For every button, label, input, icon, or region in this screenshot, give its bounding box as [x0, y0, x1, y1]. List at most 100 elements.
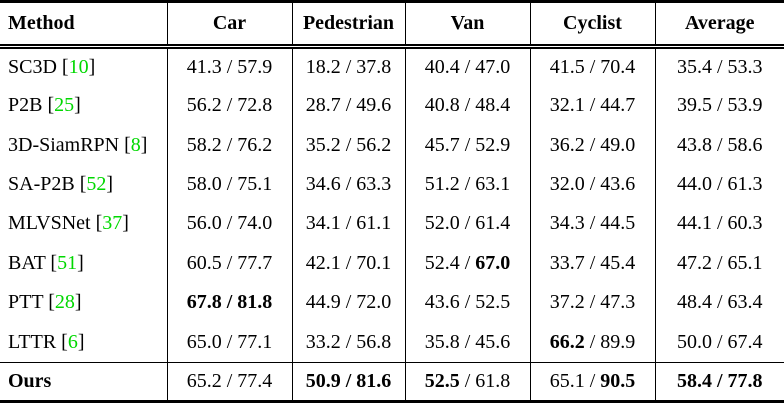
success-value: 34.1 — [305, 212, 341, 235]
success-value: 36.2 — [549, 133, 585, 156]
success-value: 65.0 — [186, 330, 222, 353]
value-cell: 60.5 / 77.7 — [166, 243, 292, 284]
citation-link[interactable]: 52 — [86, 173, 107, 196]
precision-value: 37.8 — [356, 55, 392, 78]
value-cell: 65.0 / 77.1 — [166, 322, 292, 362]
value-separator: / — [584, 291, 601, 314]
precision-value: 67.4 — [727, 330, 763, 353]
precision-value: 53.3 — [727, 55, 763, 78]
precision-value: 47.0 — [475, 55, 511, 78]
table-row: LTTR [6] 65.0 / 77.1 33.2 / 56.8 35.8 / 45.… — [0, 322, 784, 362]
precision-value: 77.1 — [237, 330, 273, 353]
value-separator: / — [340, 55, 357, 78]
value-cell: 41.3 / 57.9 — [166, 46, 292, 86]
precision-value: 63.4 — [727, 291, 763, 314]
value-cell: 33.7 / 45.4 — [529, 243, 655, 284]
value-separator: / — [584, 94, 601, 117]
value-separator: / — [584, 330, 601, 353]
precision-value: 47.3 — [600, 291, 636, 314]
value-cell: 33.2 / 56.8 — [291, 322, 405, 362]
citation-link[interactable]: 25 — [54, 94, 75, 117]
table-row: SA-P2B [52] 58.0 / 75.1 34.6 / 63.3 51.2 / … — [0, 164, 784, 205]
value-cell: 48.4 / 63.4 — [654, 283, 784, 323]
precision-value: 44.5 — [600, 212, 636, 235]
table-row: Ours 65.2 / 77.4 50.9 / 81.6 52.5 / 61.8 65.… — [0, 361, 784, 402]
method-cell: 3D-SiamRPN [8] — [8, 133, 148, 156]
method-cell: LTTR [6] — [8, 330, 85, 353]
success-value: 58.4 — [676, 369, 712, 392]
citation-link[interactable]: 51 — [57, 251, 78, 274]
precision-value: 53.9 — [727, 94, 763, 117]
precision-value: 43.6 — [600, 173, 636, 196]
precision-value: 49.6 — [356, 94, 392, 117]
value-cell: 34.6 / 63.3 — [291, 164, 405, 205]
value-cell: 32.1 / 44.7 — [529, 85, 655, 126]
precision-value: 63.3 — [356, 173, 392, 196]
success-value: 56.0 — [186, 212, 222, 235]
success-value: 45.7 — [424, 133, 460, 156]
citation-link[interactable]: 10 — [68, 55, 89, 78]
value-separator: / — [340, 212, 357, 235]
success-value: 60.5 — [186, 251, 222, 274]
success-value: 50.0 — [676, 330, 712, 353]
value-cell: 52.0 / 61.4 — [404, 204, 530, 244]
citation-link[interactable]: 37 — [102, 212, 123, 235]
value-cell: 58.0 / 75.1 — [166, 164, 292, 205]
precision-value: 75.1 — [237, 173, 273, 196]
value-cell: 43.8 / 58.6 — [654, 125, 784, 165]
precision-value: 45.4 — [600, 251, 636, 274]
precision-value: 77.8 — [727, 369, 763, 392]
precision-value: 70.1 — [356, 251, 392, 274]
success-value: 56.2 — [186, 94, 222, 117]
precision-value: 65.1 — [727, 251, 763, 274]
precision-value: 60.3 — [727, 212, 763, 235]
col-header-cyclist: Cyclist — [529, 1, 655, 49]
method-cell: MLVSNet [37] — [8, 212, 129, 235]
value-cell: 42.1 / 70.1 — [291, 243, 405, 284]
value-cell: 41.5 / 70.4 — [529, 46, 655, 86]
precision-value: 49.0 — [600, 133, 636, 156]
value-separator: / — [584, 251, 601, 274]
value-cell: 58.4 / 77.8 — [654, 361, 784, 402]
success-value: 34.3 — [549, 212, 585, 235]
citation-link[interactable]: 6 — [67, 330, 78, 353]
value-separator: / — [711, 94, 728, 117]
success-value: 41.3 — [186, 55, 222, 78]
value-separator: / — [340, 94, 357, 117]
success-value: 52.5 — [424, 369, 460, 392]
col-header-pedestrian: Pedestrian — [291, 1, 405, 49]
precision-value: 52.5 — [475, 291, 511, 314]
success-value: 35.4 — [676, 55, 712, 78]
method-cell: BAT [51] — [8, 251, 84, 274]
value-separator: / — [221, 55, 238, 78]
col-header-method: Method — [0, 1, 167, 49]
success-value: 44.0 — [676, 173, 712, 196]
citation-link[interactable]: 28 — [54, 291, 75, 314]
value-cell: 65.1 / 90.5 — [529, 361, 655, 402]
value-separator: / — [459, 251, 476, 274]
value-cell: 47.2 / 65.1 — [654, 243, 784, 284]
value-cell: 44.1 / 60.3 — [654, 204, 784, 244]
value-separator: / — [221, 330, 238, 353]
value-separator: / — [221, 94, 238, 117]
precision-value: 56.2 — [356, 133, 392, 156]
value-separator: / — [340, 133, 357, 156]
precision-value: 48.4 — [475, 94, 511, 117]
value-separator: / — [459, 94, 476, 117]
value-separator: / — [584, 369, 601, 392]
citation-link[interactable]: 8 — [130, 133, 141, 156]
value-separator: / — [459, 133, 476, 156]
success-value: 44.9 — [305, 291, 341, 314]
table-header-row: Method Car Pedestrian Van Cyclist Averag… — [0, 1, 784, 49]
success-value: 35.2 — [305, 133, 341, 156]
precision-value: 61.1 — [356, 212, 392, 235]
value-cell: 56.0 / 74.0 — [166, 204, 292, 244]
value-separator: / — [584, 212, 601, 235]
table-body: SC3D [10] 41.3 / 57.9 18.2 / 37.8 40.4 / 47… — [0, 46, 784, 402]
value-separator: / — [221, 133, 238, 156]
precision-value: 77.4 — [237, 369, 273, 392]
value-cell: 35.4 / 53.3 — [654, 46, 784, 86]
value-separator: / — [221, 369, 238, 392]
precision-value: 90.5 — [600, 369, 636, 392]
precision-value: 81.6 — [356, 369, 392, 392]
